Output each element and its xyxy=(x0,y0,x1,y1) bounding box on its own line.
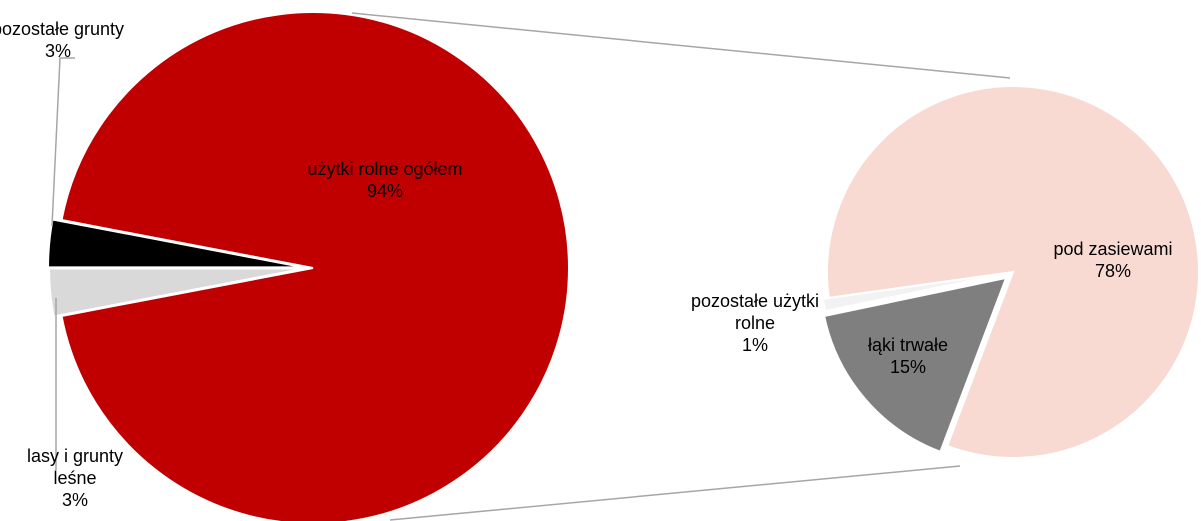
slice-category: pozostałe grunty xyxy=(0,19,125,39)
slice-label: pozostałe użytki rolne 1% xyxy=(690,290,820,356)
slice-category: użytki rolne ogółem xyxy=(307,159,463,179)
slice-category: pozostałe użytki rolne xyxy=(690,291,820,333)
pie-slice xyxy=(48,267,306,318)
slice-label: lasy i grunty leśne 3% xyxy=(10,445,140,511)
slice-value: 15% xyxy=(889,357,927,377)
slice-value: 94% xyxy=(366,181,404,201)
slice-category: lasy i grunty leśne xyxy=(26,446,124,488)
slice-label: pod zasiewami 78% xyxy=(1023,238,1201,282)
connector-line xyxy=(351,12,1011,79)
slice-category: łąki trwałe xyxy=(867,335,949,355)
pie-slice xyxy=(822,276,1008,454)
slice-value: 78% xyxy=(1094,261,1132,281)
slice-label: łąki trwałe 15% xyxy=(848,334,968,378)
connector-line xyxy=(389,465,961,521)
slice-value: 3% xyxy=(61,490,88,510)
pie-slice xyxy=(826,85,1200,459)
leader-line xyxy=(51,57,75,227)
slice-category: pod zasiewami xyxy=(1053,239,1173,259)
pie-slice xyxy=(60,11,570,521)
slice-label: użytki rolne ogółem 94% xyxy=(270,158,500,202)
slice-value: 1% xyxy=(741,335,768,355)
pie-slice xyxy=(821,272,1008,313)
slice-label: pozostałe grunty 3% xyxy=(0,18,138,62)
slice-value: 3% xyxy=(44,41,71,61)
